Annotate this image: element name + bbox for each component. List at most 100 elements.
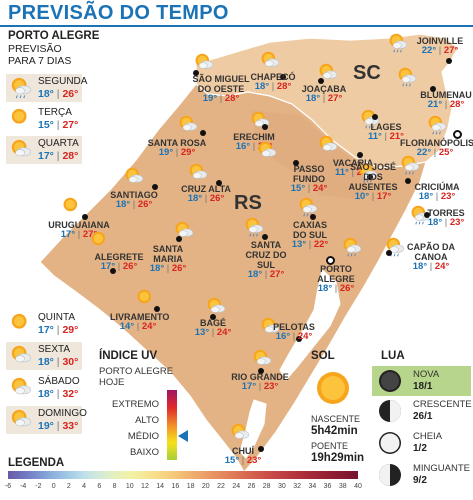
city-label: CAXIAS DO SUL 13° | 22° (286, 220, 334, 250)
city-label: PORTO ALEGRE 18° | 26° (312, 264, 360, 294)
legend-tick-label: 38 (338, 483, 347, 490)
legend-tick-label: 30 (278, 483, 286, 490)
city-label: TORRES 18° | 23° (426, 208, 466, 228)
max-temp: 28° (62, 150, 79, 162)
city-name: CRUZ ALTA (181, 184, 231, 194)
min-temp: 18° (115, 199, 131, 210)
sun-cloud-icon (258, 316, 282, 338)
city-temperatures: 17° | 26° (100, 261, 138, 272)
city-label: CHAPECÓ 18° | 28° (248, 72, 298, 92)
uv-subtitle: HOJE (99, 377, 125, 388)
city-name: ERECHIM (233, 132, 275, 142)
forecast-day-row: SEGUNDA 18° | 26° (6, 74, 87, 102)
min-temp: 15° (290, 183, 306, 194)
sun-cloud-rain-icon (358, 108, 382, 130)
max-temp: 26° (209, 193, 225, 204)
city-name: LAGES (370, 122, 402, 132)
city-temperatures: 18° | 24° (412, 261, 450, 272)
sun-cloud-icon (8, 376, 34, 400)
legend-tick-label: 32 (293, 483, 302, 490)
day-temperatures: 19° | 33° (38, 420, 79, 432)
city-marker (200, 130, 206, 136)
city-name: BLUMENAU (420, 90, 472, 100)
max-temp: 24° (312, 183, 328, 194)
sun-cloud-icon (250, 348, 274, 370)
city-label: SÃO MIGUEL DO OESTE 19° | 28° (186, 74, 256, 104)
city-temperatures: 10° | 17° (354, 191, 392, 202)
sun-cloud-rain-icon (340, 236, 364, 258)
max-temp: 27° (443, 45, 459, 56)
city-marker (258, 368, 264, 374)
max-temp: 28° (276, 81, 292, 92)
legend-color-bar (8, 471, 358, 479)
min-temp: 18° (187, 193, 203, 204)
city-label: JOAÇABA 18° | 27° (298, 84, 350, 104)
sun-icon (60, 196, 84, 218)
moon-phase-date: 18/1 (413, 381, 433, 392)
city-label: CRICIÚMA 18° | 23° (414, 182, 460, 202)
moon-title: LUA (381, 350, 405, 362)
day-temperatures: 18° | 30° (38, 356, 79, 368)
city-label: FLORIANÓPOLIS 22° | 25° (400, 138, 473, 158)
sun-cloud-icon (258, 50, 282, 72)
sun-cloud-rain-icon (398, 154, 422, 176)
moon-phase-date: 9/2 (413, 475, 427, 486)
city-marker (216, 180, 222, 186)
sun-cloud-icon (248, 110, 272, 132)
sun-cloud-icon (172, 220, 196, 242)
moon-phase-date: 1/2 (413, 443, 427, 454)
city-name: SÃO MIGUEL DO OESTE (192, 74, 250, 94)
sun-cloud-icon (316, 134, 340, 156)
city-label: CHUÍ 15° | 23° (222, 446, 264, 466)
city-temperatures: 19° | 29° (158, 147, 196, 158)
day-name: SEXTA (38, 344, 71, 355)
legend-tick-label: -2 (35, 483, 42, 490)
page-title: PREVISÃO DO TEMPO (8, 2, 229, 24)
city-temperatures: 21° | 28° (427, 99, 465, 110)
sun-icon (8, 107, 34, 131)
moon-phase-name: MINGUANTE (413, 463, 470, 474)
sun-cloud-icon (176, 114, 200, 136)
city-label: RIO GRANDE 17° | 23° (230, 372, 290, 392)
city-temperatures: 22° | 25° (416, 147, 454, 158)
min-temp: 18° (149, 263, 165, 274)
sun-cloud-rain-icon (383, 236, 407, 258)
min-temp: 19° (38, 420, 54, 432)
max-temp: 23° (246, 455, 262, 466)
city-label: PASSO FUNDO 15° | 24° (288, 164, 330, 194)
city-marker (280, 74, 286, 80)
legend-tick-label: 0 (51, 483, 56, 490)
moon-phase-row: MINGUANTE 9/2 (372, 460, 471, 490)
sunrise-time: 5h42min (311, 425, 358, 437)
city-marker (446, 58, 452, 64)
sun-cloud-icon (186, 162, 210, 184)
day-temperatures: 17° | 29° (38, 324, 79, 336)
legend-tick-label: 20 (201, 483, 210, 490)
legend-tick-label: 18 (186, 483, 195, 490)
city-temperatures: 15° | 24° (290, 183, 328, 194)
city-marker (210, 314, 216, 320)
max-temp: 26° (137, 199, 153, 210)
uv-scale-bar (167, 390, 177, 460)
sun-cloud-icon (228, 422, 252, 444)
moon-phase-name: NOVA (413, 369, 440, 380)
day-name: QUINTA (38, 312, 76, 323)
legend-tick-label: -6 (4, 483, 12, 490)
lagoa-mirim (239, 399, 267, 459)
min-temp: 18° (254, 81, 270, 92)
city-name: CRICIÚMA (414, 182, 460, 192)
city-marker (110, 268, 116, 274)
city-temperatures: 18° | 26° (317, 283, 355, 294)
uv-subtitle: PORTO ALEGRE (99, 366, 174, 377)
sun-cloud-rain-icon (386, 32, 410, 54)
legend-tick-label: 6 (97, 483, 102, 490)
city-name: SANTA ROSA (147, 138, 207, 148)
forecast-day-row: QUINTA 17° | 29° (6, 310, 82, 338)
city-temperatures: 17° | 23° (241, 381, 279, 392)
city-label: SÃO JOSÉ DOS AUSENTES 10° | 17° (340, 162, 406, 202)
min-temp: 11° (368, 131, 382, 142)
city-label: SANTIAGO 18° | 26° (106, 190, 162, 210)
min-temp: 15° (224, 455, 240, 466)
legend-tick-label: 34 (308, 483, 317, 490)
